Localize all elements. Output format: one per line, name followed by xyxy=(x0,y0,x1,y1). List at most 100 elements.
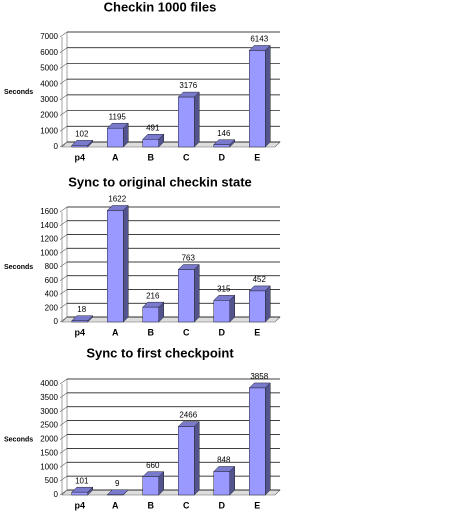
y-tick-label: 2000 xyxy=(40,111,58,120)
tick-mark xyxy=(59,110,68,116)
tick-mark xyxy=(59,63,68,69)
bar-side xyxy=(265,44,271,148)
bar xyxy=(71,145,88,148)
data-label: 660 xyxy=(146,461,160,470)
bar-side xyxy=(265,285,271,323)
bar-side xyxy=(265,382,271,496)
bar-side xyxy=(123,204,129,323)
y-tick-label: 4000 xyxy=(40,379,58,388)
bar xyxy=(249,387,266,496)
bar xyxy=(178,426,195,496)
tick-mark xyxy=(59,392,68,399)
y-tick-label: 0 xyxy=(54,142,59,151)
floor xyxy=(61,316,281,323)
tick-mark xyxy=(59,220,68,226)
bar xyxy=(142,476,159,496)
y-tick-label: 600 xyxy=(45,276,59,285)
tick-mark xyxy=(59,378,68,385)
bar xyxy=(249,50,266,148)
bar xyxy=(107,210,124,323)
tick-mark xyxy=(59,206,68,213)
y-tick-label: 4000 xyxy=(40,79,58,88)
bar xyxy=(142,139,159,148)
data-label: 315 xyxy=(217,284,231,293)
data-label: 6143 xyxy=(250,35,268,44)
y-tick-label: 0 xyxy=(54,317,59,326)
y-tick-label: 3000 xyxy=(40,95,58,104)
y-tick-label: 1400 xyxy=(40,221,58,230)
tick-mark xyxy=(59,275,68,281)
y-tick-label: 5000 xyxy=(40,64,58,73)
y-tick-label: 800 xyxy=(45,262,59,271)
tick-mark xyxy=(59,475,68,482)
chart-title: Sync to first checkpoint xyxy=(86,345,234,360)
tick-mark xyxy=(59,434,68,440)
chart-title: Sync to original checkin state xyxy=(68,174,252,189)
bar xyxy=(178,269,195,323)
x-tick-label: E xyxy=(254,152,260,162)
tick-mark xyxy=(59,261,68,268)
y-tick-label: 500 xyxy=(45,476,59,485)
x-tick-label: p4 xyxy=(74,327,85,337)
data-label: 848 xyxy=(217,456,231,465)
tick-mark xyxy=(59,406,68,412)
x-tick-label: C xyxy=(183,152,190,162)
y-axis-label: Seconds xyxy=(4,264,33,271)
bar-side xyxy=(194,91,200,148)
y-tick-label: 1000 xyxy=(40,248,58,257)
x-tick-label: E xyxy=(254,500,260,510)
tick-mark xyxy=(59,94,68,101)
y-axis-label: Seconds xyxy=(4,89,33,96)
y-tick-label: 6000 xyxy=(40,48,58,57)
x-tick-label: D xyxy=(219,152,226,162)
tick-mark xyxy=(59,248,68,254)
bar xyxy=(249,290,266,323)
y-tick-label: 3500 xyxy=(40,393,58,402)
y-tick-label: 2500 xyxy=(40,421,58,430)
x-tick-label: p4 xyxy=(74,500,85,510)
data-label: 491 xyxy=(146,123,160,132)
tick-mark xyxy=(59,420,68,426)
tick-mark xyxy=(59,141,68,148)
bar xyxy=(213,300,230,323)
data-label: 101 xyxy=(75,476,89,485)
x-tick-label: D xyxy=(219,500,226,510)
data-label: 763 xyxy=(182,254,196,263)
bar xyxy=(71,320,88,323)
y-tick-label: 1000 xyxy=(40,126,58,135)
data-label: 9 xyxy=(115,479,120,488)
data-label: 452 xyxy=(253,275,267,284)
data-label: 1622 xyxy=(108,195,126,204)
x-tick-label: E xyxy=(254,327,260,337)
y-tick-label: 200 xyxy=(45,303,59,312)
y-tick-label: 1500 xyxy=(40,448,58,457)
data-label: 102 xyxy=(75,130,89,139)
tick-mark xyxy=(59,462,68,468)
tick-mark xyxy=(59,448,68,454)
bar-side xyxy=(194,420,200,496)
x-tick-label: p4 xyxy=(74,152,85,162)
x-tick-label: A xyxy=(112,500,119,510)
data-label: 146 xyxy=(217,129,231,138)
y-tick-label: 1000 xyxy=(40,462,58,471)
chart-title: Checkin 1000 files xyxy=(104,0,217,14)
floor xyxy=(61,489,281,496)
data-label: 2466 xyxy=(179,411,197,420)
x-tick-label: B xyxy=(148,500,155,510)
y-tick-label: 400 xyxy=(45,290,59,299)
bar xyxy=(142,306,159,323)
tick-mark xyxy=(59,126,68,132)
bar-side xyxy=(194,263,200,323)
tick-mark xyxy=(59,234,68,240)
x-tick-label: C xyxy=(183,500,190,510)
y-axis-label: Seconds xyxy=(4,436,33,443)
x-tick-label: B xyxy=(148,152,155,162)
tick-mark xyxy=(59,303,68,309)
data-label: 18 xyxy=(77,305,86,314)
x-tick-label: A xyxy=(112,152,119,162)
tick-mark xyxy=(59,78,68,85)
data-label: 216 xyxy=(146,291,160,300)
data-label: 3176 xyxy=(179,81,197,90)
tick-mark xyxy=(59,489,68,496)
